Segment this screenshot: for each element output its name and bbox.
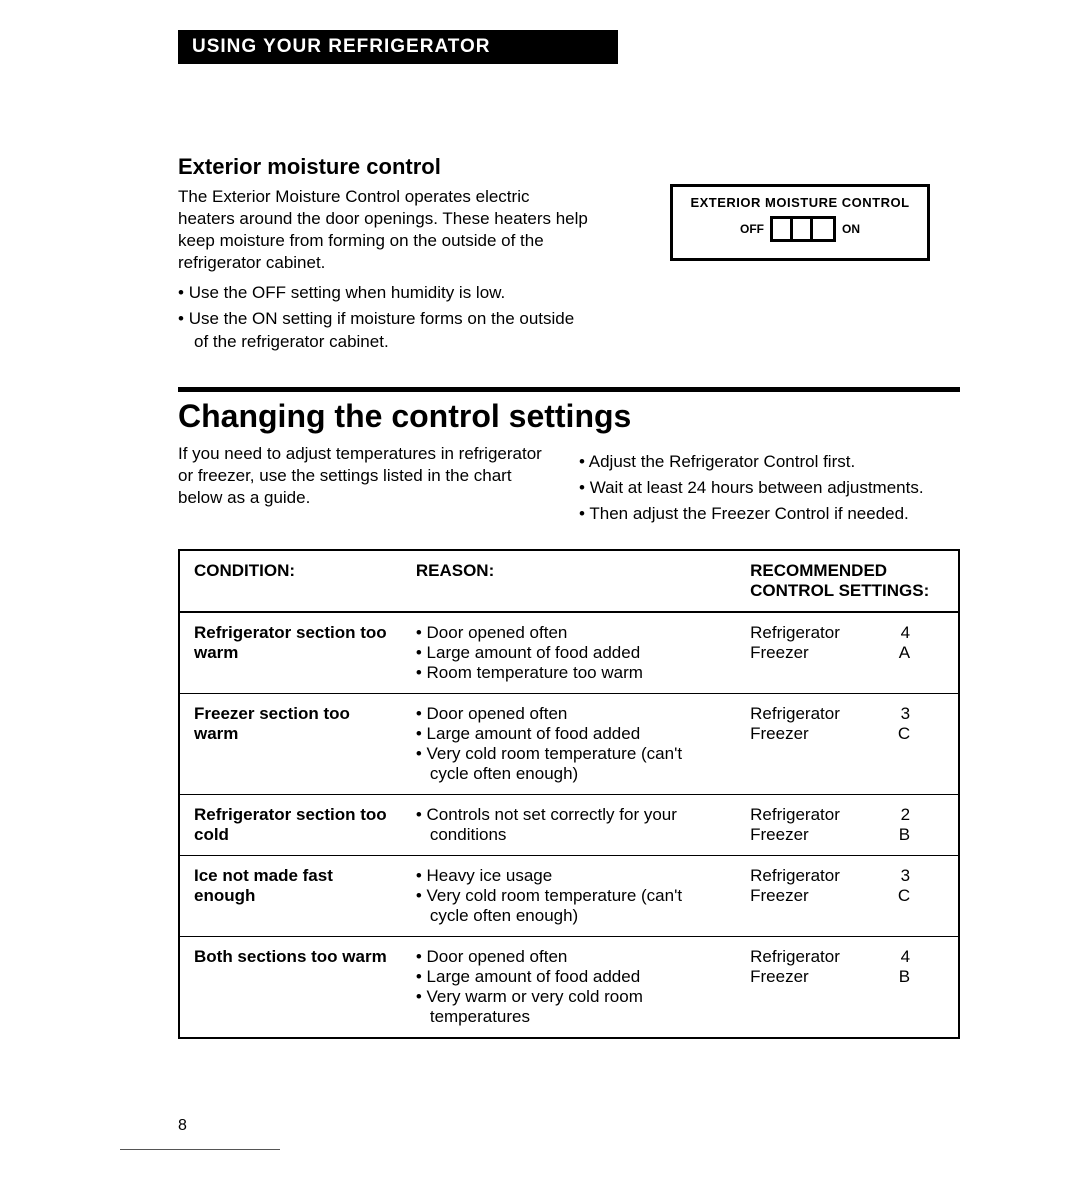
rec-value: B — [899, 825, 910, 845]
rec-line: Refrigerator 4 — [750, 623, 910, 643]
moisture-bullet-list: Use the OFF setting when humidity is low… — [178, 282, 590, 352]
footer-rule — [120, 1149, 280, 1150]
rec-label: Freezer — [750, 724, 809, 744]
reason-cell: Heavy ice usageVery cold room temperatur… — [402, 855, 736, 936]
recommended-cell: Refrigerator 3 Freezer C — [736, 855, 959, 936]
rec-label: Freezer — [750, 886, 809, 906]
moisture-paragraph: The Exterior Moisture Control operates e… — [178, 186, 590, 274]
moisture-switch-diagram: EXTERIOR MOISTURE CONTROL OFF ON — [670, 184, 930, 261]
table-row: Both sections too warmDoor opened oftenL… — [179, 936, 959, 1038]
control-settings-table: CONDITION: REASON: RECOMMENDED CONTROL S… — [178, 549, 960, 1039]
rec-label: Refrigerator — [750, 704, 840, 724]
condition-cell: Refrigerator section too cold — [179, 794, 402, 855]
condition-cell: Ice not made fast enough — [179, 855, 402, 936]
moisture-bullet: Use the ON setting if moisture forms on … — [178, 308, 590, 352]
moisture-bullet: Use the OFF setting when humidity is low… — [178, 282, 590, 304]
changing-left-para: If you need to adjust temperatures in re… — [178, 443, 559, 509]
divider — [178, 387, 960, 392]
table-row: Ice not made fast enoughHeavy ice usageV… — [179, 855, 959, 936]
rec-value: C — [898, 724, 910, 744]
condition-cell: Freezer section too warm — [179, 693, 402, 794]
rec-value: 4 — [901, 623, 910, 643]
rec-value: 2 — [901, 805, 910, 825]
switch-off-label: OFF — [740, 222, 764, 236]
rec-label: Refrigerator — [750, 947, 840, 967]
recommended-cell: Refrigerator 2 Freezer B — [736, 794, 959, 855]
rec-value: 3 — [901, 704, 910, 724]
reason-bullet: Room temperature too warm — [416, 663, 722, 683]
changing-right-bullets: Adjust the Refrigerator Control first. Wa… — [579, 451, 960, 525]
rec-label: Refrigerator — [750, 623, 840, 643]
reason-bullet: Very warm or very cold room temperatures — [416, 987, 722, 1027]
reason-bullet: Controls not set correctly for your cond… — [416, 805, 722, 845]
rec-value: 4 — [901, 947, 910, 967]
recommended-cell: Refrigerator 4 Freezer B — [736, 936, 959, 1038]
rec-line: Refrigerator 4 — [750, 947, 910, 967]
reason-cell: Door opened oftenLarge amount of food ad… — [402, 693, 736, 794]
reason-bullet: Large amount of food added — [416, 724, 722, 744]
rec-line: Freezer B — [750, 967, 910, 987]
rec-label: Freezer — [750, 643, 809, 663]
rec-line: Refrigerator 3 — [750, 704, 910, 724]
table-row: Refrigerator section too warmDoor opened… — [179, 612, 959, 694]
moisture-diagram-title: EXTERIOR MOISTURE CONTROL — [673, 195, 927, 210]
condition-cell: Both sections too warm — [179, 936, 402, 1038]
rec-value: C — [898, 886, 910, 906]
rec-value: B — [899, 967, 910, 987]
recommended-cell: Refrigerator 3 Freezer C — [736, 693, 959, 794]
table-row: Freezer section too warmDoor opened ofte… — [179, 693, 959, 794]
page-number: 8 — [178, 1117, 187, 1135]
th-condition: CONDITION: — [179, 550, 402, 612]
rec-label: Freezer — [750, 967, 809, 987]
reason-bullet: Large amount of food added — [416, 643, 722, 663]
reason-bullet: Heavy ice usage — [416, 866, 722, 886]
rec-value: 3 — [901, 866, 910, 886]
rec-line: Refrigerator 3 — [750, 866, 910, 886]
reason-bullet: Door opened often — [416, 623, 722, 643]
th-reason: REASON: — [402, 550, 736, 612]
rec-label: Refrigerator — [750, 805, 840, 825]
rec-label: Refrigerator — [750, 866, 840, 886]
rec-value: A — [899, 643, 910, 663]
recommended-cell: Refrigerator 4 Freezer A — [736, 612, 959, 694]
reason-bullet: Door opened often — [416, 704, 722, 724]
table-row: Refrigerator section too cold Controls no… — [179, 794, 959, 855]
reason-cell: Door opened oftenLarge amount of food ad… — [402, 612, 736, 694]
th-recommended: RECOMMENDED CONTROL SETTINGS: — [736, 550, 959, 612]
reason-cell: Door opened oftenLarge amount of food ad… — [402, 936, 736, 1038]
rec-line: Freezer B — [750, 825, 910, 845]
slide-switch-icon — [770, 216, 836, 242]
reason-cell: Controls not set correctly for your cond… — [402, 794, 736, 855]
changing-bullet: Adjust the Refrigerator Control first. — [579, 451, 960, 473]
rec-line: Freezer C — [750, 724, 910, 744]
reason-bullet: Very cold room temperature (can't cycle … — [416, 886, 722, 926]
rec-line: Freezer A — [750, 643, 910, 663]
reason-bullet: Door opened often — [416, 947, 722, 967]
changing-bullet: Then adjust the Freezer Control if neede… — [579, 503, 960, 525]
changing-bullet: Wait at least 24 hours between adjustmen… — [579, 477, 960, 499]
reason-bullet: Very cold room temperature (can't cycle … — [416, 744, 722, 784]
switch-on-label: ON — [842, 222, 860, 236]
condition-cell: Refrigerator section too warm — [179, 612, 402, 694]
reason-bullet: Large amount of food added — [416, 967, 722, 987]
changing-heading: Changing the control settings — [178, 398, 960, 435]
rec-line: Freezer C — [750, 886, 910, 906]
section-header-bar: USING YOUR REFRIGERATOR — [178, 30, 618, 64]
rec-line: Refrigerator 2 — [750, 805, 910, 825]
moisture-heading: Exterior moisture control — [178, 154, 590, 180]
rec-label: Freezer — [750, 825, 809, 845]
